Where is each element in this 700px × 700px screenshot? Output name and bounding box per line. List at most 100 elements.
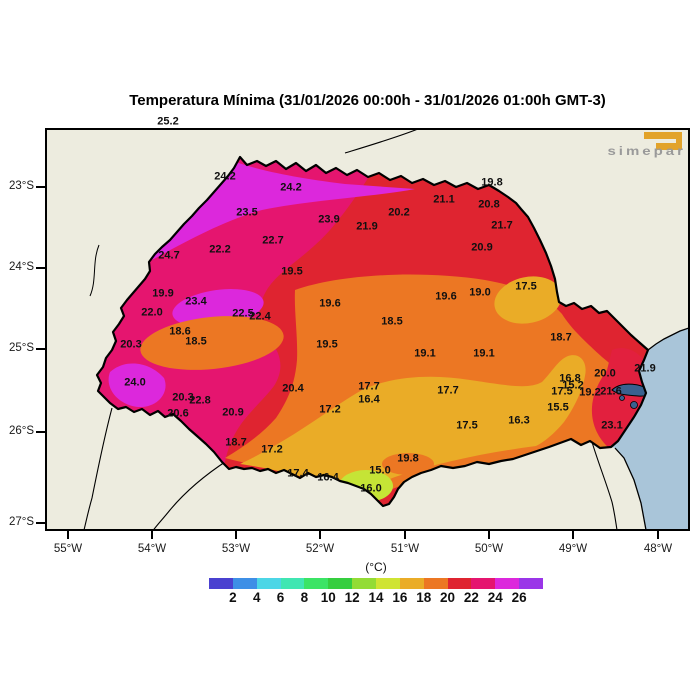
lat-tick-label: 26°S [8,425,34,437]
lat-tick-label: 23°S [8,180,34,192]
temp-label: 19.9 [152,287,174,300]
colorbar-tick-label: 16 [392,590,408,605]
colorbar-segment [399,578,424,589]
ocean [611,328,689,530]
river-line-west [89,244,100,297]
temp-label: 17.5 [551,385,573,398]
colorbar-tick-label: 26 [511,590,527,605]
lon-tick-mark [488,531,490,539]
temp-label: 19.6 [435,290,457,303]
simepar-logo: simepar [558,131,686,163]
temp-label: 21.9 [634,362,656,375]
temp-label: 19.5 [281,265,303,278]
temp-label: 22.5 [232,307,254,320]
temp-label: 19.5 [316,338,338,351]
coastline-south [614,447,647,530]
temp-label: 18.5 [381,315,403,328]
colorbar-segment [304,578,329,589]
temp-label: 24.7 [158,249,180,262]
lat-tick-mark [36,186,46,188]
lon-tick-mark [572,531,574,539]
region-amber-south-band [240,355,586,496]
temp-label: 17.5 [456,419,478,432]
lon-tick-mark [151,531,153,539]
lat-tick-label: 25°S [8,342,34,354]
lon-tick-label: 50°W [474,543,504,555]
region-magenta-west [108,363,166,408]
border-line-southwest [83,407,113,530]
temp-label: 23.9 [318,213,340,226]
temp-label: 20.6 [167,407,189,420]
region-orange-west-patch [140,316,284,370]
lon-tick-label: 54°W [137,543,167,555]
lon-tick-label: 49°W [558,543,588,555]
temp-label: 18.7 [225,436,247,449]
colorbar-segment [471,578,496,589]
temp-label: 24.0 [124,376,146,389]
colorbar-tick-label: 24 [487,590,503,605]
colorbar-tick-label: 10 [320,590,336,605]
temp-label: 19.1 [414,347,436,360]
temp-label: 23.4 [185,295,207,308]
temp-label: 17.7 [437,384,459,397]
temp-label: 20.4 [282,382,304,395]
coastline-north [647,327,689,351]
colorbar-tick-label: 12 [344,590,360,605]
colorbar-tick-label: 6 [276,590,285,605]
temp-label: 15.0 [369,464,391,477]
temp-label: 22.7 [262,234,284,247]
colorbar [209,578,544,589]
lon-tick-label: 55°W [53,543,83,555]
river-line-north [344,129,419,154]
colorbar-segment [376,578,400,589]
lat-tick-label: 24°S [8,261,34,273]
temp-label: 15.5 [547,401,569,414]
temp-label: 20.9 [471,241,493,254]
lat-tick-mark [36,522,46,524]
lat-tick-mark [36,431,46,433]
temp-label: 20.0 [594,367,616,380]
temp-label: 23.5 [236,206,258,219]
temp-label: 21.9 [356,220,378,233]
simepar-logo-icon [644,132,682,150]
state-outline [95,155,650,508]
temp-label: 17.7 [358,380,380,393]
colorbar-tick-label: 4 [252,590,261,605]
temp-label: 24.2 [214,170,236,183]
temp-label: 19.8 [481,176,503,189]
temp-label: 23.1 [601,419,623,432]
map-title: Temperatura Mínima (31/01/2026 00:00h - … [129,92,606,109]
temp-label: 17.2 [319,403,341,416]
bay-paranagua [611,383,648,397]
temp-label: 19.2 [579,386,601,399]
colorbar-segment [209,578,233,589]
temp-label: 20.9 [222,406,244,419]
border-line-southeast [591,441,618,530]
map-frame [45,128,690,531]
lon-tick-label: 53°W [221,543,251,555]
colorbar-segment [495,578,520,589]
colorbar-segment [352,578,377,589]
lon-tick-mark [67,531,69,539]
colorbar-tick-label: 8 [300,590,309,605]
temp-label: 17.2 [261,443,283,456]
lat-tick-mark [36,348,46,350]
temp-label: 22.4 [249,310,271,323]
lat-tick-mark [36,267,46,269]
colorbar-tick-label: 22 [463,590,479,605]
temp-label: 22.2 [209,243,231,256]
temp-label: 18.6 [169,325,191,338]
lon-tick-label: 52°W [305,543,335,555]
temp-label: 22.0 [141,306,163,319]
colorbar-segment [328,578,353,589]
temp-label: 25.2 [157,115,179,128]
bay-inlet-icon [619,395,625,401]
border-line-south [152,459,229,530]
lon-tick-mark [657,531,659,539]
temp-label: 24.2 [280,181,302,194]
temp-label: 16.3 [508,414,530,427]
lon-tick-mark [319,531,321,539]
region-orange-south-patch [382,453,434,475]
